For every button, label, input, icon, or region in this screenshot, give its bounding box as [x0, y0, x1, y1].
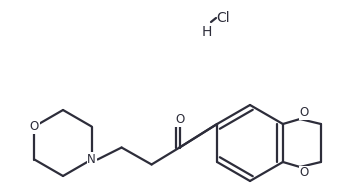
Text: O: O	[299, 166, 309, 180]
Text: N: N	[87, 153, 96, 166]
Text: H: H	[202, 25, 212, 39]
Text: O: O	[30, 120, 39, 133]
Text: Cl: Cl	[216, 11, 229, 25]
Text: O: O	[299, 106, 309, 120]
Text: O: O	[175, 113, 184, 126]
